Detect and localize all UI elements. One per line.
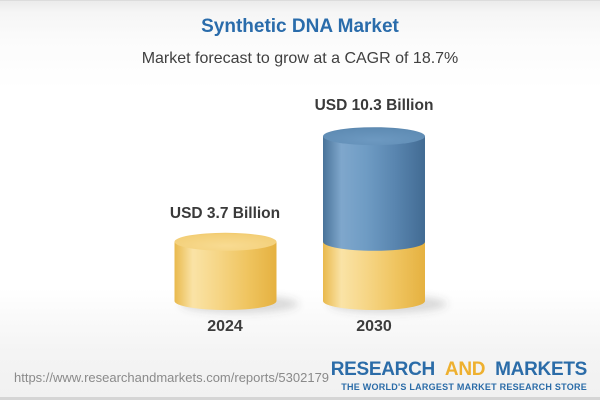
value-label-2024: USD 3.7 Billion [169, 205, 281, 222]
axis-label-2024: 2024 [207, 318, 243, 335]
page-title: Synthetic DNA Market [201, 16, 399, 37]
bar-2030-segment-blue [323, 136, 425, 251]
value-label-2030: USD 10.3 Billion [314, 97, 434, 114]
bar-2030-top-cap [323, 127, 425, 146]
logo-tagline: THE WORLD'S LARGEST MARKET RESEARCH STOR… [341, 381, 587, 392]
logo-word-and: AND [444, 359, 486, 380]
bar-2030-segment-gold [323, 241, 425, 310]
source-url: https://www.researchandmarkets.com/repor… [14, 370, 330, 385]
bottom-edge-divider [0, 397, 600, 400]
bars-layer [174, 127, 447, 313]
logo-word-research: RESEARCH [330, 359, 436, 380]
bar-2024-segment-gold [174, 241, 277, 310]
bar-2024-top-cap [174, 232, 277, 251]
page-subtitle: Market forecast to grow at a CAGR of 18.… [141, 50, 459, 67]
axis-label-2030: 2030 [356, 318, 392, 335]
logo-wordmark: RESEARCH AND MARKETS [330, 359, 588, 380]
research-and-markets-logo: RESEARCH AND MARKETS THE WORLD'S LARGEST… [330, 359, 588, 392]
logo-word-markets: MARKETS [495, 359, 587, 380]
